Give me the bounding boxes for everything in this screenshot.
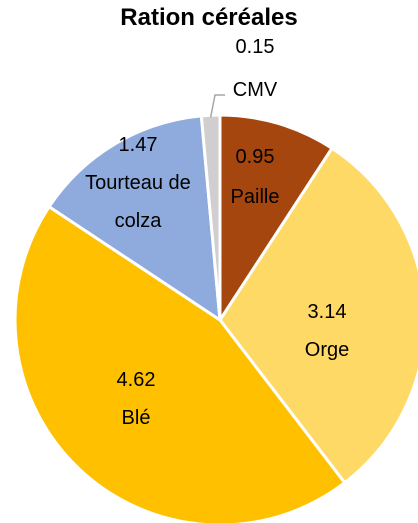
value-label: 0.15 <box>235 36 275 58</box>
pie-slice <box>13 204 347 523</box>
pie-slice <box>218 113 335 326</box>
value-label: 3.14 <box>307 301 347 323</box>
pie-slice <box>47 114 222 323</box>
category-label: Blé <box>121 407 151 429</box>
category-label: Paille <box>230 186 280 208</box>
leader-line <box>209 94 225 118</box>
category-label: Tourteau de colza <box>85 172 191 232</box>
chart-title: Ration céréales <box>120 4 298 31</box>
pie-slice <box>218 146 418 485</box>
value-label: 4.62 <box>116 369 156 391</box>
value-label: 1.47 <box>118 134 158 156</box>
category-label: Orge <box>304 339 350 361</box>
category-label: CMV <box>232 79 278 101</box>
value-label: 0.95 <box>235 146 275 168</box>
